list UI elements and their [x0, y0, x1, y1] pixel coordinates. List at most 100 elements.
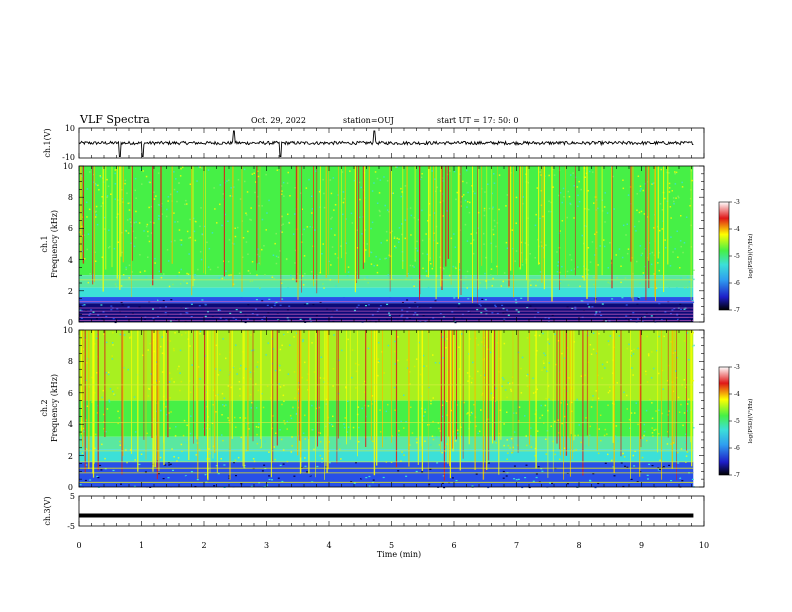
ch1-cb-tick-m4: -4 [734, 226, 740, 233]
spectrogram-speckle [405, 278, 407, 280]
spectrogram-speckle [135, 197, 137, 199]
spectrogram-speckle [176, 275, 179, 277]
spectrogram-speckle [436, 186, 438, 189]
spectrogram-speckle [666, 443, 669, 445]
spectrogram-speckle [390, 468, 393, 471]
spectrogram-speckle [643, 430, 646, 433]
spectrogram-speckle [493, 219, 496, 222]
spectrogram-speckle [442, 267, 444, 269]
spectrogram-speckle [604, 428, 607, 431]
spectrogram-speckle [250, 219, 252, 221]
spectrogram-speckle [371, 395, 374, 397]
spectrogram-speckle [497, 473, 500, 476]
spectrogram-speckle [492, 302, 495, 304]
spectrogram-speckle [265, 354, 267, 356]
spectrogram-speckle [157, 172, 160, 174]
spectrogram-speckle [544, 404, 547, 407]
spectrogram-speckle [94, 216, 97, 218]
spectrogram-speckle [169, 397, 171, 399]
spectrogram-speckle [474, 192, 476, 195]
spectrogram-speckle [243, 168, 246, 171]
ch2-cb-tick-m3: -3 [734, 364, 740, 371]
spectrogram-speckle [395, 166, 397, 168]
spectrogram-speckle [125, 266, 127, 269]
spectrogram-speckle [656, 349, 658, 352]
ch2-cb-tick-m5: -5 [734, 418, 740, 425]
spectrogram-speckle [236, 373, 238, 375]
spectrogram-speckle [154, 262, 156, 264]
spectrogram-speckle [484, 345, 486, 347]
spectrogram-speckle [432, 354, 434, 356]
spectrogram-speckle [627, 485, 630, 488]
spectrogram-speckle [170, 299, 173, 301]
spectrogram-speckle [538, 262, 540, 265]
spectrogram-speckle [197, 366, 200, 368]
spectrogram-speckle [208, 247, 211, 250]
spectrogram-speckle [367, 405, 370, 407]
spectrogram-speckle [637, 423, 639, 426]
spectrogram-speckle [398, 227, 401, 229]
spectrogram-speckle [550, 210, 552, 213]
spectrogram-speckle [576, 186, 579, 188]
spectrogram-speckle [386, 239, 388, 242]
spectrogram-speckle [159, 215, 161, 217]
spectrogram-speckle [680, 308, 682, 310]
spectrogram-speckle [429, 468, 432, 470]
spectrogram-speckle [220, 483, 223, 485]
spectrogram-speckle [281, 477, 284, 479]
spectrogram-speckle [668, 464, 671, 466]
spectrogram-speckle [580, 441, 582, 444]
spectrogram-speckle [350, 212, 353, 215]
spectrogram-speckle [501, 377, 504, 379]
spectrogram-speckle [561, 352, 563, 355]
spectrogram-speckle [577, 194, 579, 197]
spectrogram-speckle [286, 428, 288, 430]
spectrogram-speckle [250, 407, 253, 409]
spectrogram-speckle [245, 368, 247, 370]
spectrogram-speckle [303, 255, 306, 257]
spectrogram-speckle [403, 454, 405, 456]
spectrogram-speckle [195, 220, 197, 223]
spectrogram-speckle [666, 171, 668, 174]
spectrogram-speckle [275, 255, 278, 258]
spectrogram-speckle [401, 314, 404, 316]
spectrogram-speckle [362, 383, 365, 385]
spectrogram-speckle [441, 482, 444, 484]
spectrogram-speckle [506, 247, 509, 249]
spectrogram-speckle [368, 475, 371, 478]
spectrogram-speckle [149, 471, 152, 473]
spectrogram-speckle [282, 449, 285, 451]
spectrogram-speckle [88, 208, 91, 211]
spectrogram-speckle [539, 217, 541, 220]
spectrogram-speckle [691, 300, 694, 302]
spectrogram-speckle [360, 478, 363, 480]
spectrogram-speckle [553, 174, 556, 176]
spectrogram-speckle [564, 415, 566, 418]
spectrogram-speckle [325, 446, 328, 448]
spectrogram-speckle [651, 432, 654, 434]
spectrogram-speckle [651, 351, 653, 353]
spectrogram-speckle [406, 469, 409, 471]
spectrogram-speckle [105, 371, 108, 374]
spectrogram-speckle [480, 374, 482, 377]
ch2-colorbar-ticks [729, 366, 732, 476]
spectrogram-speckle [294, 187, 296, 189]
spectrogram-speckle [180, 380, 183, 383]
spectrogram-speckle [127, 202, 130, 205]
spectrogram-speckle [592, 332, 595, 334]
spectrogram-speckle [601, 320, 604, 322]
spectrogram-speckle [247, 270, 250, 272]
spectrogram-speckle [587, 361, 589, 363]
spectrogram-speckle [347, 426, 350, 428]
ch1-ytick-10: 10 [63, 162, 73, 171]
spectrogram-speckle [628, 343, 630, 346]
x-axis-label: Time (min) [377, 550, 421, 559]
spectrogram-speckle [173, 171, 175, 173]
spectrogram-speckle [305, 187, 308, 189]
spectrogram-speckle [333, 334, 335, 336]
spectrogram-speckle [252, 370, 255, 373]
spectrogram-speckle [167, 200, 169, 202]
spectrogram-speckle [664, 197, 666, 200]
spectrogram-speckle [194, 484, 197, 486]
spectrogram-speckle [131, 271, 133, 273]
